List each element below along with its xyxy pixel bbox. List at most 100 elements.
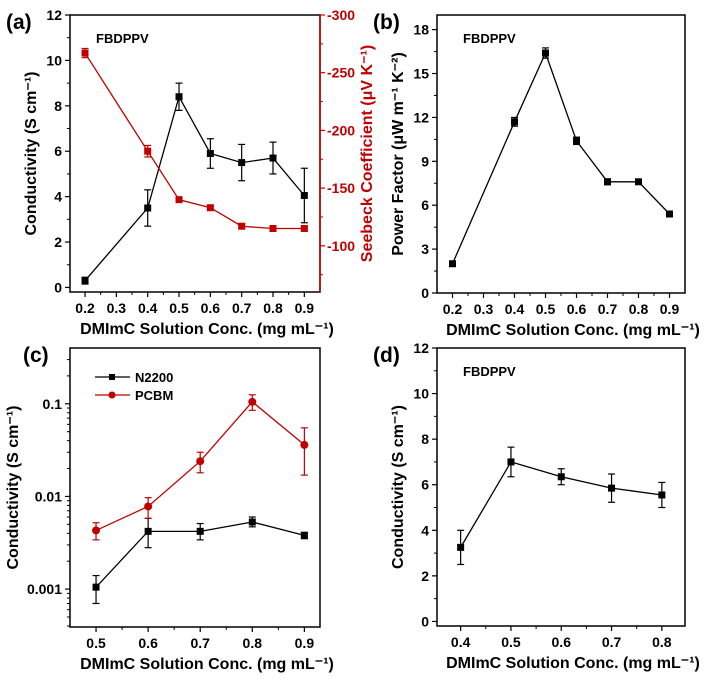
y-tick-label: 18 [413,22,429,38]
legend-label: PCBM [135,388,173,403]
panel-label: (b) [373,11,400,34]
series-n2200: N2200 [92,370,308,605]
y-tick-label: 9 [421,153,429,169]
x-tick-label: 0.5 [169,300,189,316]
y-tick-label: 0.001 [27,581,62,597]
series-seebeck-coefficient [81,47,308,233]
legend-marker [108,391,116,399]
data-point [248,518,256,526]
legend-marker [109,374,115,380]
data-point [144,527,152,535]
y-axis-label: Power Factor (μW m⁻¹ K⁻²) [390,52,407,256]
x-tick-label: 0.4 [505,301,525,317]
x-tick-label: 0.7 [232,300,252,316]
data-point [92,583,100,591]
y-tick-label: 0.01 [35,488,62,504]
legend-label: N2200 [135,370,173,385]
data-point [658,491,666,499]
data-point [457,543,465,551]
series-conductivity [457,446,666,566]
x-tick-label: 0.5 [501,634,521,650]
annotation: FBDPPV [96,31,149,46]
plot-frame [436,347,686,627]
x-tick-label: 0.7 [598,301,618,317]
y-tick-label: 15 [413,66,429,82]
x-tick-label: 0.9 [295,635,315,651]
x-tick-label: 0.8 [652,634,672,650]
data-point [175,93,183,101]
y-tick-label: 0 [54,279,62,295]
x-tick-label: 0.2 [75,300,95,316]
y-tick-label: 0 [421,613,429,629]
series-conductivity [81,82,308,285]
data-point [238,159,246,167]
data-point [507,458,515,466]
data-point [81,49,89,57]
panel-c: 0.5 0.6 0.7 0.8 0.9 0.001 0.01 0.1 DMImC Solutio… [5,344,334,673]
data-point [300,225,308,233]
x-tick-label: 0.8 [629,301,649,317]
plot-frame [69,14,321,293]
x-axis-label: DMImC Solution Conc. (mg mL⁻¹) [446,655,700,672]
plot-frame [436,14,686,294]
x-tick-label: 0.3 [474,301,494,317]
series-pcbm: PCBM [92,388,309,541]
y2-tick-label: -150 [327,180,355,196]
data-point [269,154,277,162]
series-line [84,52,305,230]
y-tick-label: 0 [421,285,429,301]
y-tick-label: 6 [421,477,429,493]
panel-d: 0.4 0.5 0.6 0.7 0.8 0 2 4 6 8 10 12 DMImC Solution C… [373,340,700,672]
data-point [144,204,152,212]
y-tick-label: 0.1 [43,396,63,412]
data-point [300,531,308,539]
x-tick-label: 0.5 [536,301,556,317]
x-axis-label: DMImC Solution Conc. (mg mL⁻¹) [446,322,700,339]
x-tick-label: 0.2 [443,301,463,317]
data-point [666,210,673,218]
y-tick-label: 10 [46,52,62,68]
data-point [542,49,549,57]
x-tick-label: 0.6 [138,635,158,651]
data-point [573,137,580,145]
x-tick-label: 0.3 [107,300,127,316]
y-tick-label: 2 [54,234,62,250]
y2-tick-label: -250 [327,65,355,81]
data-point [449,260,456,268]
x-tick-label: 0.7 [602,634,622,650]
panel-label: (a) [6,11,32,34]
y-axis-label: Conductivity (S cm⁻¹) [23,71,40,235]
x-axis-label: DMImC Solution Conc. (mg mL⁻¹) [80,656,334,673]
y-tick-label: 8 [421,431,429,447]
data-point [300,440,309,449]
y2-axis-label: Seebeck Coefficient (μV K⁻¹) [359,45,376,262]
data-point [144,502,153,511]
x-tick-label: 0.6 [552,634,572,650]
data-point [269,225,277,233]
y-tick-label: 2 [421,568,429,584]
data-point [557,473,565,481]
data-point [511,118,518,126]
y2-tick-label: -200 [327,122,355,138]
x-tick-label: 0.6 [567,301,587,317]
y-tick-label: 6 [421,197,429,213]
x-axis-label: DMImC Solution Conc. (mg mL⁻¹) [80,321,334,338]
annotation: FBDPPV [463,31,516,46]
y-tick-label: 10 [413,386,429,402]
data-point [248,397,257,406]
y-tick-label: 6 [54,143,62,159]
x-tick-label: 0.9 [295,300,315,316]
x-tick-label: 0.4 [451,634,471,650]
y-tick-label: 12 [46,7,62,23]
annotation: FBDPPV [463,364,516,379]
series-power-factor [449,47,673,268]
series-line [84,95,305,282]
panel-label: (c) [23,344,49,367]
data-point [238,222,246,230]
panel-b: 0.2 0.3 0.4 0.5 0.6 0.7 0.8 0.9 0 3 6 9 12 15 18 DMImC … [373,11,700,339]
y-tick-label: 12 [413,340,429,356]
y-axis-label: Conductivity (S cm⁻¹) [5,405,22,569]
series-line [451,51,670,264]
y-tick-label: 12 [413,109,429,125]
